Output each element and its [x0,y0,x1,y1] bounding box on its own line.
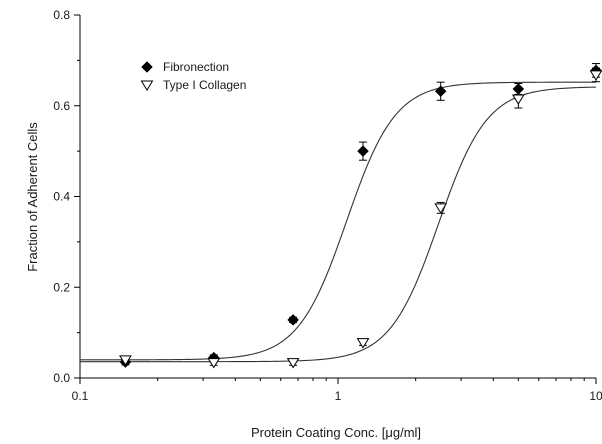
x-axis-title: Protein Coating Conc. [μg/ml] [251,425,421,440]
data-point-series-1 [434,85,447,98]
x-tick-label: 10 [589,389,602,403]
data-point-series-2 [356,338,370,349]
fit-curves [79,81,597,363]
data-point-series-2 [589,70,602,81]
data-point-series-2 [207,358,221,369]
y-tick-label: 0.4 [53,190,70,204]
data-points [119,63,602,369]
data-point-series-1 [287,314,299,326]
y-tick-label: 0.6 [53,99,70,113]
x-tick-label: 1 [335,389,342,403]
plot-axes [79,15,596,379]
legend-label-1: Fibronection [163,60,229,74]
fit-curve-2 [80,86,597,363]
data-point-series-2 [286,358,300,369]
legend-marker-2 [140,80,154,91]
data-point-series-2 [434,203,448,214]
axis-ticks: 0.0 0.2 0.4 0.6 0.8 0.1 1 10 [53,8,602,403]
x-tick-label: 0.1 [72,389,89,403]
legend: Fibronection Type I Collagen [140,60,246,92]
y-tick-label: 0.0 [53,371,70,385]
data-point-series-1 [357,145,369,157]
fit-curve-1 [79,81,597,361]
y-tick-label: 0.8 [53,8,70,22]
legend-marker-1 [141,61,153,73]
data-point-series-2 [119,355,132,366]
legend-label-2: Type I Collagen [163,78,246,92]
y-axis-title: Fraction of Adherent Cells [25,122,40,272]
data-point-series-2 [511,94,525,105]
y-tick-label: 0.2 [53,280,70,294]
